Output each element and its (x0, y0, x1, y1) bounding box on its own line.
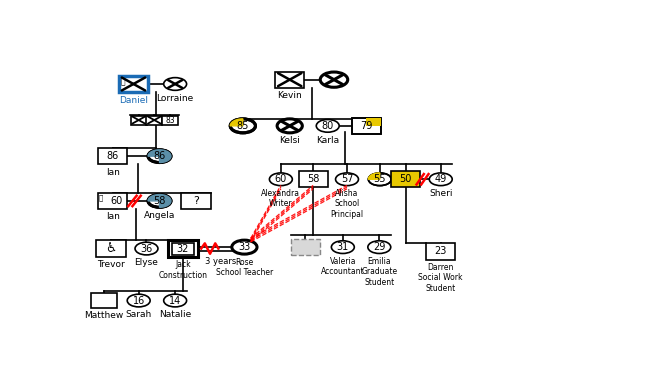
Circle shape (277, 119, 302, 133)
Circle shape (331, 241, 354, 254)
Text: Kevin: Kevin (278, 91, 302, 100)
Text: Emilia
Graduate
Student: Emilia Graduate Student (362, 257, 397, 287)
Circle shape (164, 294, 187, 307)
Text: Matthew: Matthew (84, 311, 124, 320)
Text: Angela: Angela (144, 211, 175, 220)
Text: Valeria
Accountant: Valeria Accountant (321, 257, 365, 276)
Text: Rose
School Teacher: Rose School Teacher (216, 258, 273, 277)
Circle shape (321, 72, 347, 87)
Text: Ian: Ian (106, 213, 120, 222)
Text: 85: 85 (237, 121, 249, 131)
Text: 🍶: 🍶 (120, 77, 125, 86)
Text: 86: 86 (107, 151, 119, 161)
Polygon shape (148, 195, 171, 207)
Text: 3 years: 3 years (205, 256, 236, 265)
Bar (91, 293, 117, 308)
Text: 79: 79 (360, 121, 372, 131)
Text: 31: 31 (337, 242, 349, 252)
Text: Kelsi: Kelsi (280, 136, 300, 145)
Text: Alisha
School
Principal: Alisha School Principal (331, 189, 364, 219)
Circle shape (148, 150, 171, 162)
Text: 60: 60 (111, 196, 123, 206)
Circle shape (148, 195, 171, 207)
Circle shape (135, 242, 158, 255)
Text: Darren
Social Work
Student: Darren Social Work Student (419, 263, 463, 293)
Circle shape (335, 173, 358, 186)
Text: 60: 60 (275, 174, 287, 184)
Bar (426, 243, 456, 260)
Bar (351, 118, 381, 134)
Text: 49: 49 (435, 174, 447, 184)
Text: 58: 58 (307, 174, 319, 184)
Bar (366, 118, 381, 126)
Bar (275, 72, 304, 88)
Text: 16: 16 (132, 296, 144, 306)
Bar (391, 171, 421, 188)
Polygon shape (368, 173, 380, 179)
Circle shape (368, 241, 390, 254)
Text: Karla: Karla (316, 136, 339, 145)
Text: 55: 55 (374, 174, 386, 184)
Text: Jack
Construction: Jack Construction (159, 260, 208, 279)
Circle shape (127, 294, 150, 307)
Text: 58: 58 (153, 196, 166, 206)
Text: Sarah: Sarah (126, 310, 152, 320)
Bar (169, 240, 198, 256)
Bar (146, 116, 163, 124)
Circle shape (317, 120, 339, 132)
Text: 57: 57 (341, 174, 353, 184)
Text: Natalie: Natalie (159, 310, 192, 320)
Text: 23: 23 (435, 246, 447, 256)
Circle shape (164, 78, 187, 90)
Circle shape (368, 173, 391, 186)
Text: 36: 36 (140, 244, 153, 254)
Circle shape (230, 119, 255, 133)
Polygon shape (230, 119, 243, 126)
Text: Alexandra
Writer: Alexandra Writer (261, 189, 300, 209)
Bar (351, 118, 381, 134)
Bar (98, 148, 127, 164)
Circle shape (232, 240, 257, 254)
Polygon shape (148, 150, 171, 162)
Bar (291, 239, 320, 255)
Bar (97, 240, 126, 256)
Text: Lorraine: Lorraine (157, 94, 194, 103)
Text: 32: 32 (177, 244, 189, 254)
Text: Trevor: Trevor (97, 260, 125, 269)
Text: 80: 80 (322, 121, 334, 131)
Bar (119, 76, 148, 92)
Bar (130, 116, 146, 124)
Bar (181, 193, 210, 209)
Bar (98, 193, 127, 209)
Text: 🍶: 🍶 (99, 194, 103, 201)
Text: 50: 50 (400, 174, 412, 184)
Text: ♿: ♿ (106, 242, 117, 255)
Text: Sheri: Sheri (429, 189, 452, 198)
Text: 14: 14 (169, 296, 181, 306)
Text: 33: 33 (239, 242, 251, 252)
Circle shape (269, 173, 292, 186)
Text: Ian: Ian (106, 168, 120, 177)
Text: 86: 86 (153, 151, 165, 161)
Bar (162, 116, 178, 124)
Circle shape (429, 173, 452, 186)
Bar (298, 171, 328, 188)
Text: Elyse: Elyse (134, 258, 159, 267)
Text: 29: 29 (373, 242, 386, 252)
Text: ?: ? (193, 196, 199, 206)
Text: 83: 83 (165, 116, 175, 124)
Bar (172, 243, 194, 255)
Text: Daniel: Daniel (119, 96, 148, 105)
